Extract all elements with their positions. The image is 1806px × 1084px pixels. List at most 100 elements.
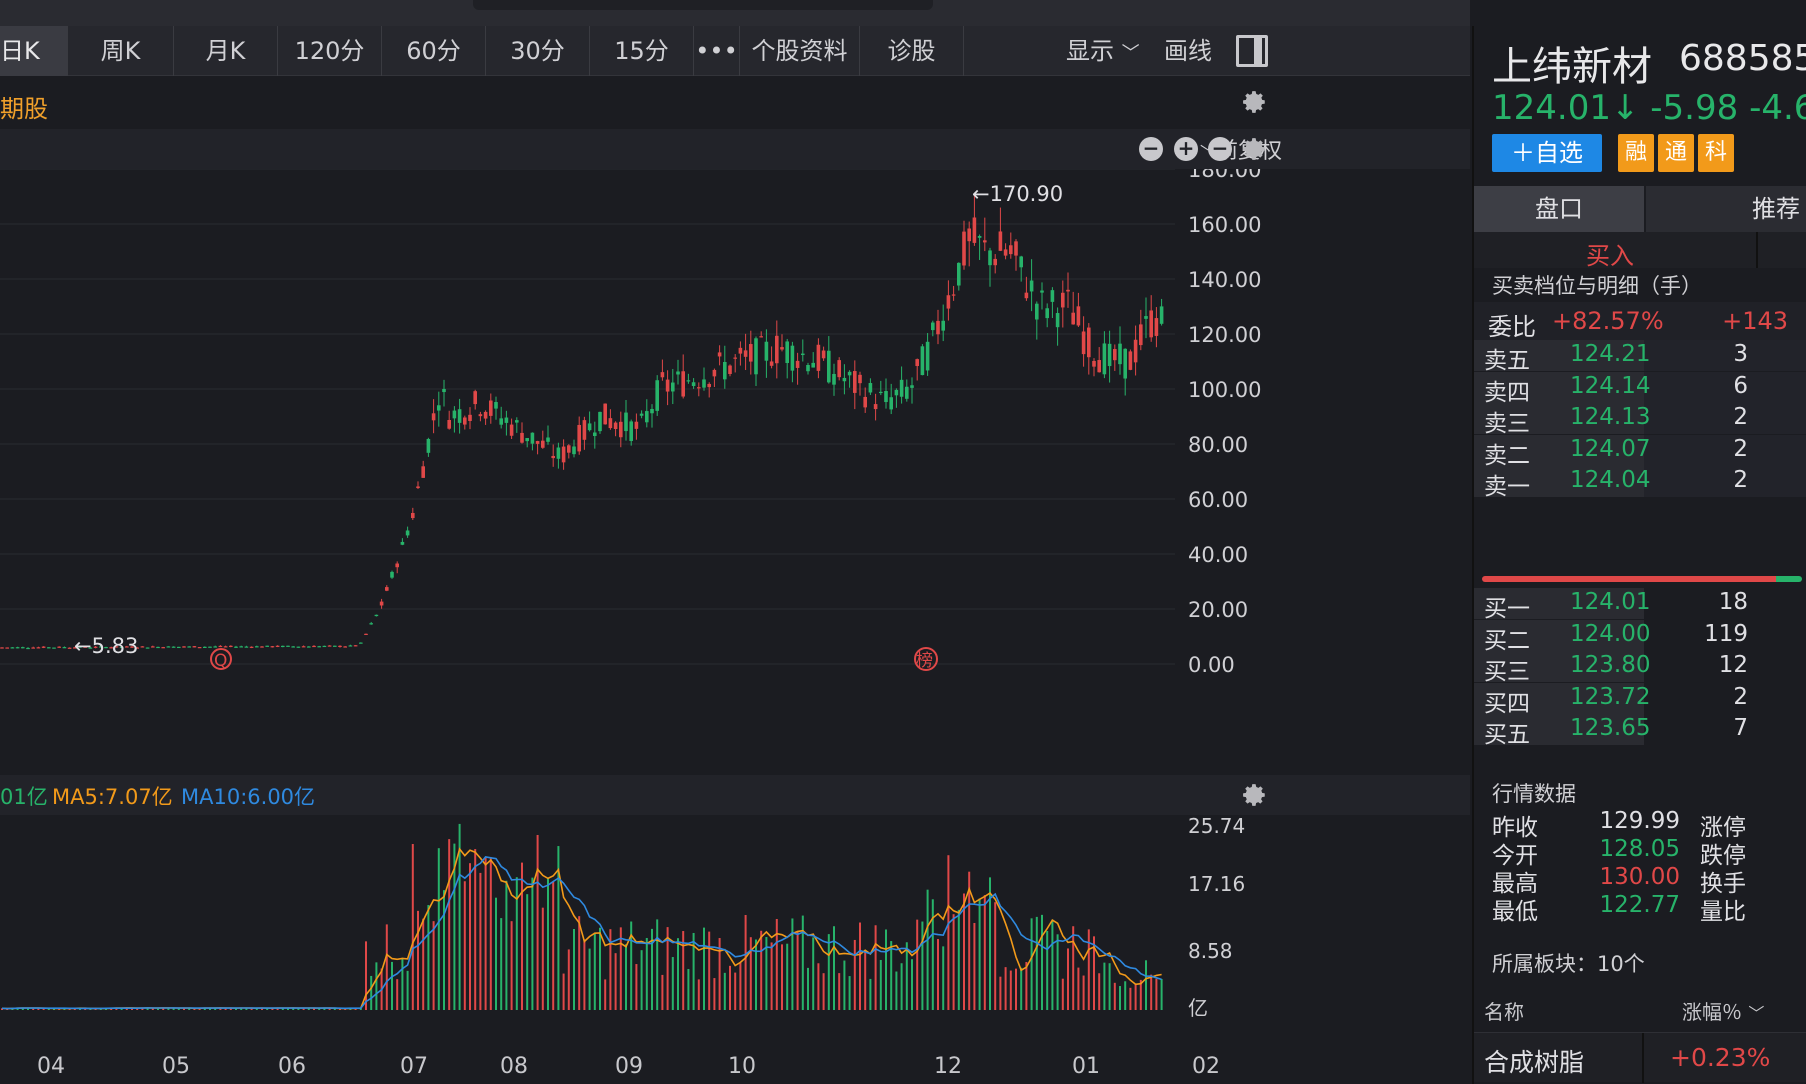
draw-line-button[interactable]: 画线 [1164,37,1212,65]
zoom-out-icon[interactable]: − [1139,137,1163,161]
sector-pct-header[interactable]: 涨幅％ ﹀ [1682,996,1764,1025]
volume-bar [458,823,461,1010]
candle [405,526,410,538]
volume-bar [812,937,815,1010]
tab-monthly-k[interactable]: 月K [174,26,278,76]
candle-body [837,360,841,378]
row-shade [1474,371,1644,403]
connect-tag[interactable]: 通 [1658,134,1694,172]
ask-row[interactable]: 卖一 124.04 2 [1474,466,1806,500]
candle-body [83,646,87,648]
minimize-icon[interactable]: − [1208,137,1232,161]
candlestick-chart[interactable]: 180.00 160.00 140.00 120.00 100.00 80.00 60.00… [0,158,1470,775]
price-tick: 120.00 [1188,323,1261,347]
tab-order-book[interactable]: 盘口 [1474,186,1644,232]
volume-bar [411,844,414,1010]
volume-bar [729,965,731,1010]
candle [733,354,737,373]
volume-bar [136,1008,139,1010]
candle-body [561,446,566,463]
zoom-in-icon[interactable]: + [1174,137,1198,161]
bid-row[interactable]: 买四 123.72 2 [1474,682,1806,717]
volume-tick: 17.16 [1188,872,1245,896]
volume-bar [32,1008,35,1010]
candle-body [307,646,311,648]
gear-icon[interactable] [1242,89,1268,115]
candle-body [660,372,665,378]
candle-body [733,357,737,359]
ask-row[interactable]: 卖四 124.14 6 [1474,371,1806,406]
display-dropdown[interactable]: 显示 ﹀ [1066,26,1140,76]
tab-daily-k[interactable]: 日K [0,26,68,76]
tab-recommend[interactable]: 推荐 [1646,186,1806,232]
candle [229,645,233,648]
sector-row[interactable]: 合成树脂 +0.23% [1474,1032,1806,1083]
candle [431,399,436,434]
star-market-tag[interactable]: 科 [1698,134,1734,172]
ask-row[interactable]: 卖二 124.07 2 [1474,434,1806,469]
volume-bar [604,979,607,1010]
candle [660,359,665,381]
tab-15min[interactable]: 15分 [590,26,694,76]
candle-body [411,512,415,519]
tab-stock-profile[interactable]: 个股资料 [740,26,860,76]
candle [998,207,1003,252]
candle-body [1019,256,1023,268]
kline-svg[interactable]: 180.00 160.00 140.00 120.00 100.00 80.00 60.00… [0,158,1470,775]
bid-row[interactable]: 买五 123.65 7 [1474,714,1806,748]
candle [291,646,295,648]
volume-bar [1082,975,1085,1010]
volume-bar [287,1007,289,1010]
candle [52,647,56,649]
gear-icon[interactable] [1242,136,1268,162]
volume-bar [1009,970,1012,1010]
volume-svg[interactable]: 25.74 17.16 8.58 亿 [0,814,1470,1050]
volume-bar [401,957,404,1010]
level-volume: 2 [1733,683,1748,710]
tab-diagnose[interactable]: 诊股 [860,26,964,76]
candle [816,338,821,379]
volume-bar [406,970,409,1010]
volume-bar [843,960,846,1010]
candle-body [468,414,472,421]
candle [842,364,847,395]
ask-row[interactable]: 卖五 124.21 3 [1474,340,1806,374]
candle [1081,316,1086,367]
tab-120min[interactable]: 120分 [278,26,382,76]
tab-30min[interactable]: 30分 [486,26,590,76]
bid-row[interactable]: 买三 123.80 12 [1474,651,1806,685]
more-tabs-button[interactable]: ••• [694,26,740,76]
candle [889,383,893,415]
volume-chart[interactable]: 25.74 17.16 8.58 亿 [0,814,1470,1055]
candle [1144,297,1148,339]
tab-60min[interactable]: 60分 [382,26,486,76]
volume-bar [245,1007,248,1010]
volume-bar [973,922,976,1010]
candle [177,646,181,649]
panel-toggle-icon[interactable] [1236,35,1268,67]
market-value: 122.77 [1599,892,1680,918]
candle-body [567,445,571,453]
candle [993,254,997,274]
x-tick: 09 [615,1054,643,1079]
candle-body [821,350,826,359]
level-name: 卖三 [1484,411,1530,437]
gear-icon[interactable] [1242,782,1268,808]
ask-row[interactable]: 卖三 124.13 2 [1474,403,1806,437]
bid-row[interactable]: 买一 124.01 18 [1474,588,1806,622]
level-price: 124.07 [1570,435,1651,462]
candle [234,645,238,648]
candle [390,570,394,579]
volume-bar [469,863,471,1010]
volume-bar [786,943,789,1010]
candle [535,440,540,455]
candle-body [858,374,862,384]
bid-row[interactable]: 买二 124.00 119 [1474,619,1806,654]
add-watchlist-button[interactable]: ＋自选 [1492,134,1602,172]
sector-count[interactable]: 所属板块：10个 [1492,952,1645,976]
margin-tag[interactable]: 融 [1618,134,1654,172]
tab-weekly-k[interactable]: 周K [68,26,174,76]
buy-button[interactable]: 买入 [1586,242,1634,270]
scroll-handle[interactable] [473,0,933,10]
candle [931,320,935,337]
